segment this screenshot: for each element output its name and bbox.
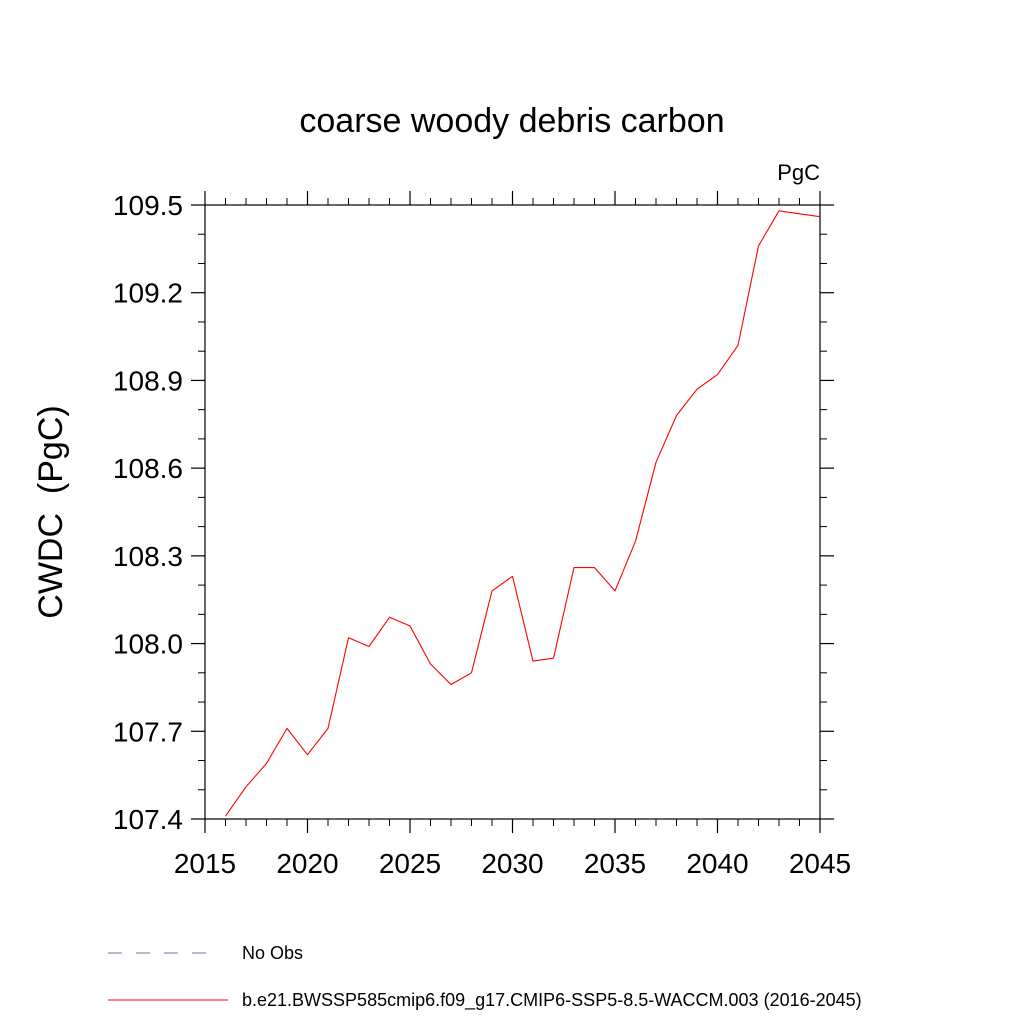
- series-group: [225, 210, 821, 817]
- series-line-0: [225, 210, 821, 817]
- y-tick-label: 109.2: [113, 278, 183, 309]
- y-tick-label: 107.7: [113, 716, 183, 747]
- y-tick-label: 107.4: [113, 804, 183, 835]
- x-tick-label: 2015: [174, 848, 236, 879]
- y-axis-label: CWDC (PgC): [32, 405, 70, 618]
- x-tick-label: 2035: [584, 848, 646, 879]
- x-tick-label: 2045: [789, 848, 851, 879]
- chart-title: coarse woody debris carbon: [299, 102, 724, 140]
- x-tick-label: 2025: [379, 848, 441, 879]
- y-tick-labels: 107.4 107.7 108.0 108.3 108.6 108.9 109.2 109.5: [113, 190, 183, 835]
- units-label: PgC: [777, 160, 820, 185]
- y-tick-label: 108.0: [113, 629, 183, 660]
- x-tick-label: 2020: [276, 848, 338, 879]
- axis-ticks: [191, 191, 834, 833]
- x-tick-label: 2030: [481, 848, 543, 879]
- x-tick-label: 2040: [686, 848, 748, 879]
- y-tick-label: 108.3: [113, 541, 183, 572]
- legend-label-model: b.e21.BWSSP585cmip6.f09_g17.CMIP6-SSP5-8…: [242, 990, 862, 1011]
- legend-label-no-obs: No Obs: [242, 943, 303, 963]
- x-tick-labels: 2015 2020 2025 2030 2035 2040 2045: [174, 848, 851, 879]
- y-tick-label: 109.5: [113, 190, 183, 221]
- legend: No Obs b.e21.BWSSP585cmip6.f09_g17.CMIP6…: [108, 943, 862, 1011]
- plot-frame: [204, 204, 821, 820]
- y-tick-label: 108.9: [113, 365, 183, 396]
- y-tick-label: 108.6: [113, 453, 183, 484]
